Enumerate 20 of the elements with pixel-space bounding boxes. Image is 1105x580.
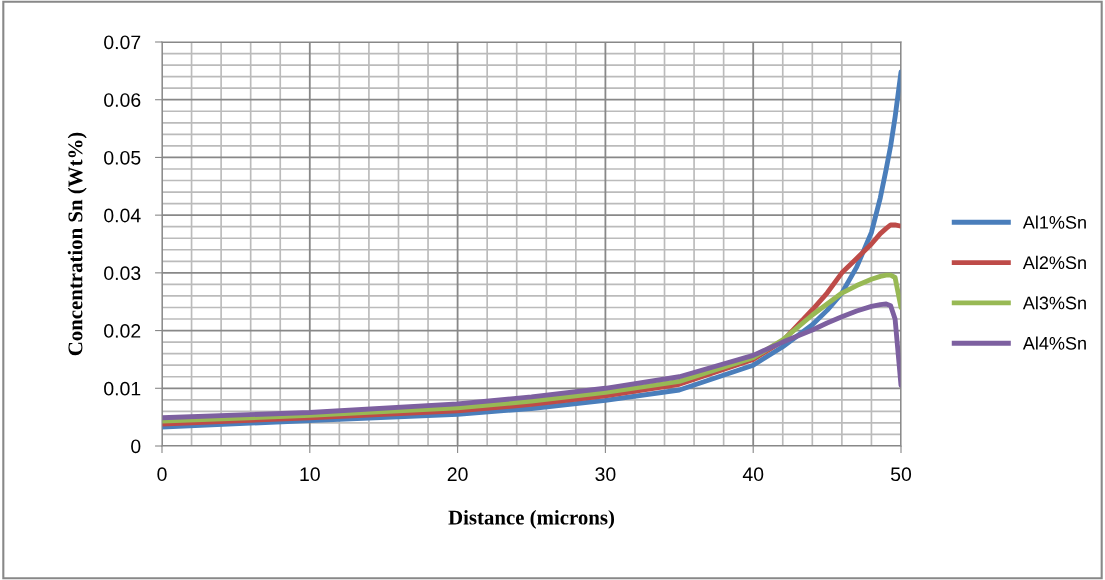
x-axis-title: Distance (microns) [448, 509, 614, 529]
y-tick-label: 0.01 [104, 381, 141, 396]
legend-label: Al2%Sn [1022, 255, 1086, 270]
y-tick-label: 0.02 [104, 324, 141, 338]
legend-label: Al1%Sn [1022, 215, 1086, 229]
x-tick-label: 20 [447, 467, 468, 482]
y-tick-label: 0.05 [104, 150, 141, 165]
legend-label: Al3%Sn [1022, 296, 1086, 310]
x-tick-label: 10 [300, 467, 320, 482]
y-tick-label: 0.03 [104, 266, 141, 281]
y-tick-label: 0 [131, 439, 141, 454]
x-tick-label: 50 [890, 467, 912, 482]
x-tick-label: 30 [595, 467, 616, 482]
y-tick-label: 0.04 [104, 208, 141, 223]
legend-label: Al4%Sn [1022, 336, 1086, 350]
y-axis-title: Concentration Sn (Wt%) [67, 132, 87, 356]
x-tick-label: 40 [742, 467, 764, 482]
y-tick-label: 0.06 [104, 93, 141, 107]
y-tick-label: 0.07 [104, 35, 141, 50]
x-tick-label: 0 [157, 467, 167, 482]
